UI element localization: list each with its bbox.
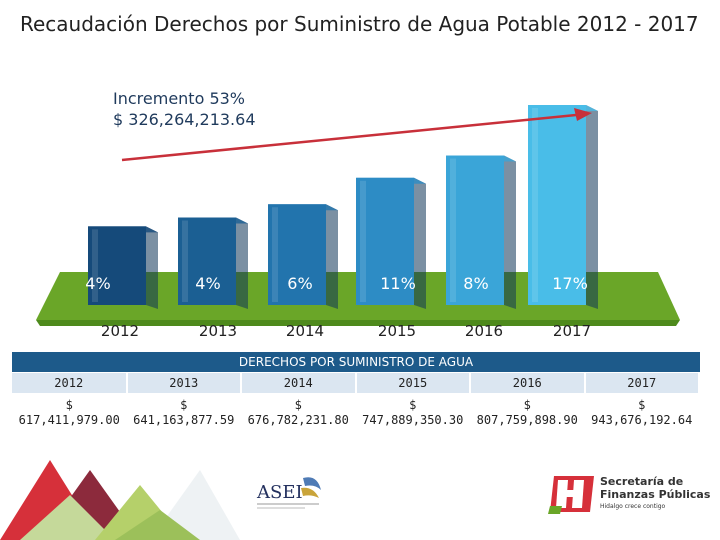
- bar-highlight: [360, 180, 366, 302]
- bar-chart: 4% 4% 6% 11% 8% 17% 2012 2013 2014 2015 2016 2017: [36, 105, 680, 340]
- bar-2014: [268, 204, 326, 305]
- growth-label: 17%: [552, 274, 588, 293]
- currency-symbol: $: [180, 398, 188, 412]
- bar-highlight: [182, 220, 188, 302]
- revenue-table: 2012 2013 2014 2015 2016 2017 $617,411,9…: [12, 373, 700, 433]
- bar-highlight: [532, 108, 538, 302]
- value-amount: 641,163,877.59: [133, 413, 235, 427]
- value-amount: 943,676,192.64: [591, 413, 693, 427]
- bar-side: [326, 204, 338, 309]
- table-value: $641,163,877.59: [127, 393, 242, 433]
- currency-symbol: $: [409, 398, 417, 412]
- sfp-line1: Secretaría de: [600, 475, 684, 488]
- asei-logo: ASEI: [256, 477, 321, 509]
- trend-arrow-head: [574, 108, 592, 121]
- asei-logo-text: ASEI: [256, 482, 303, 503]
- bar-2015: [356, 177, 414, 305]
- bar-side: [586, 105, 598, 309]
- table-value: $747,889,350.30: [356, 393, 471, 433]
- table-value: $943,676,192.64: [585, 393, 700, 433]
- bar-side: [146, 226, 158, 309]
- value-amount: 807,759,898.90: [476, 413, 578, 427]
- x-tick-label: 2015: [378, 322, 416, 340]
- x-tick-label: 2016: [465, 322, 503, 340]
- table-row-values: $617,411,979.00 $641,163,877.59 $676,782…: [12, 393, 699, 433]
- bar-2012: [88, 226, 146, 305]
- bar-highlight: [272, 207, 278, 302]
- sfp-tagline: Hidalgo crece contigo: [600, 503, 666, 510]
- currency-symbol: $: [523, 398, 531, 412]
- value-amount: 747,889,350.30: [362, 413, 464, 427]
- growth-label: 4%: [195, 274, 220, 293]
- bar-highlight: [450, 158, 456, 302]
- table-year: 2013: [126, 373, 242, 393]
- table-year: 2017: [584, 373, 700, 393]
- growth-label: 8%: [463, 274, 488, 293]
- bar-side: [236, 217, 248, 309]
- chart-floor-edge: [36, 320, 680, 326]
- currency-symbol: $: [294, 398, 302, 412]
- sfp-logo-text: Secretaría de Finanzas Públicas: [600, 475, 710, 501]
- decorative-triangles: [0, 460, 240, 540]
- x-tick-label: 2017: [553, 322, 591, 340]
- trend-arrow-line: [121, 113, 577, 162]
- bar-side: [504, 155, 516, 309]
- table-year: 2012: [12, 373, 128, 393]
- table-value: $807,759,898.90: [470, 393, 585, 433]
- page-title: Recaudación Derechos por Suministro de A…: [20, 12, 699, 36]
- value-amount: 617,411,979.00: [18, 413, 120, 427]
- currency-symbol: $: [638, 398, 646, 412]
- table-year: 2016: [470, 373, 586, 393]
- x-tick-label: 2013: [199, 322, 237, 340]
- growth-label: 4%: [85, 274, 110, 293]
- table-row-years: 2012 2013 2014 2015 2016 2017: [12, 373, 700, 393]
- x-tick-label: 2014: [286, 322, 324, 340]
- table-header: DERECHOS POR SUMINISTRO DE AGUA: [12, 352, 700, 372]
- increment-annotation: Incremento 53% $ 326,264,213.64: [113, 88, 256, 130]
- bar-2016: [446, 155, 504, 305]
- bar-highlight: [92, 229, 98, 302]
- table-value: $676,782,231.80: [241, 393, 356, 433]
- currency-symbol: $: [65, 398, 73, 412]
- x-tick-label: 2012: [101, 322, 139, 340]
- bar-side: [414, 177, 426, 309]
- increment-amount: $ 326,264,213.64: [113, 110, 256, 129]
- growth-label: 11%: [380, 274, 416, 293]
- bar-2017: [528, 105, 586, 305]
- increment-label: Incremento 53%: [113, 89, 246, 108]
- table-value: $617,411,979.00: [12, 393, 127, 433]
- sfp-line2: Finanzas Públicas: [600, 488, 711, 501]
- bar-2013: [178, 217, 236, 305]
- value-amount: 676,782,231.80: [247, 413, 349, 427]
- growth-label: 6%: [287, 274, 312, 293]
- table-year: 2015: [355, 373, 471, 393]
- table-year: 2014: [241, 373, 357, 393]
- sfp-logo-mark: [548, 476, 594, 514]
